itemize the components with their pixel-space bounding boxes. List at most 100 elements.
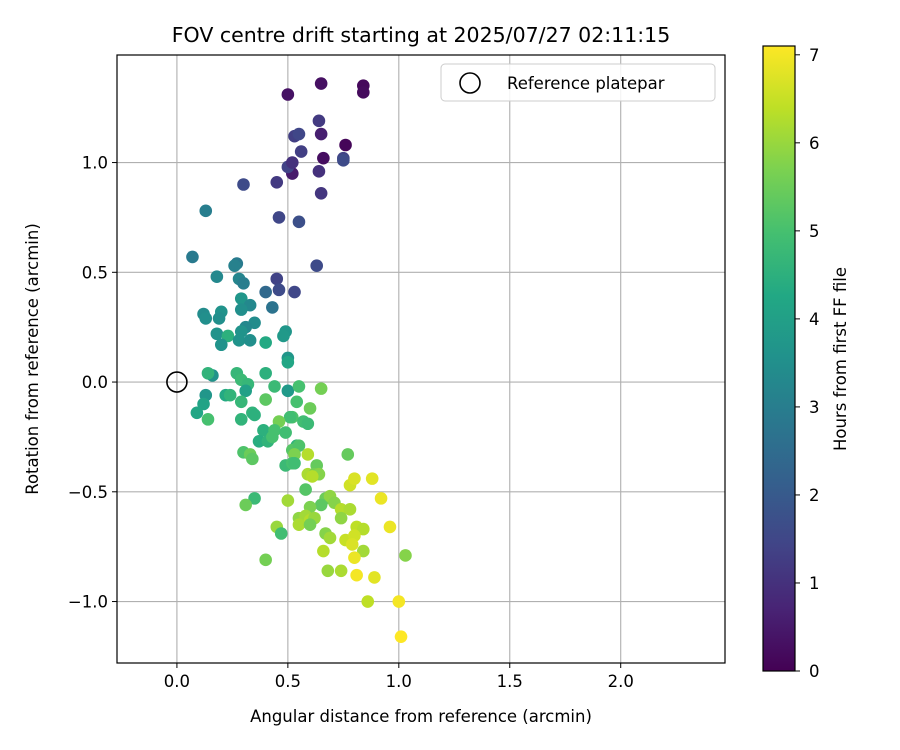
- data-point: [321, 564, 335, 578]
- colorbar-tick-label: 5: [809, 222, 820, 241]
- data-point: [334, 564, 348, 578]
- x-axis-label: Angular distance from reference (arcmin): [250, 707, 592, 726]
- data-points: [186, 77, 412, 643]
- data-point: [348, 472, 361, 485]
- data-point: [392, 595, 406, 608]
- data-point: [299, 483, 312, 496]
- data-point: [334, 511, 348, 525]
- data-point: [228, 259, 241, 273]
- y-tick-label: −1.0: [68, 593, 108, 612]
- data-point: [259, 553, 272, 567]
- data-point: [259, 336, 272, 349]
- data-point: [281, 355, 295, 369]
- data-point: [281, 88, 295, 101]
- data-point: [234, 413, 248, 426]
- data-point: [243, 334, 257, 347]
- data-point: [317, 151, 330, 165]
- data-point: [274, 527, 288, 540]
- data-point: [268, 380, 281, 393]
- data-point: [234, 395, 248, 409]
- legend-reference-icon: [459, 72, 481, 94]
- legend-label: Reference platepar: [507, 74, 665, 93]
- colorbar-gradient: [762, 45, 796, 672]
- data-point: [237, 276, 250, 290]
- data-point: [259, 393, 272, 406]
- x-tick-label: 1.5: [497, 672, 523, 691]
- data-point: [374, 492, 388, 505]
- data-point: [210, 270, 224, 283]
- data-point: [283, 410, 297, 424]
- colorbar-tick-label: 7: [809, 46, 820, 65]
- data-point: [281, 494, 295, 507]
- data-point: [234, 303, 248, 316]
- data-point: [357, 86, 370, 99]
- data-point: [303, 402, 317, 415]
- data-point: [214, 338, 228, 352]
- data-point: [248, 492, 261, 505]
- data-point: [357, 544, 370, 558]
- colorbar-tick-label: 2: [809, 486, 820, 505]
- x-tick-label: 2.0: [608, 672, 634, 691]
- data-point: [314, 186, 328, 200]
- data-point: [361, 595, 375, 608]
- colorbar-tick-label: 4: [809, 310, 820, 329]
- data-point: [259, 285, 272, 299]
- y-tick-label: 0.0: [82, 373, 108, 392]
- data-point: [294, 145, 308, 158]
- data-point: [288, 285, 301, 299]
- data-point: [341, 448, 355, 461]
- data-point: [292, 127, 306, 141]
- data-point: [394, 630, 408, 643]
- data-point: [337, 154, 350, 167]
- data-point: [223, 388, 237, 402]
- data-point: [357, 522, 370, 536]
- data-point: [270, 272, 284, 286]
- data-point: [339, 138, 352, 152]
- colorbar-tick-label: 1: [809, 574, 820, 593]
- y-axis-label: Rotation from reference (arcmin): [23, 223, 42, 495]
- y-axis-ticks: −1.0 −0.5 0.0 0.5 1.0: [68, 154, 117, 612]
- data-point: [190, 406, 204, 420]
- legend: Reference platepar: [440, 63, 716, 102]
- y-tick-label: 1.0: [82, 154, 108, 173]
- data-point: [312, 165, 326, 178]
- data-point: [314, 498, 328, 512]
- data-point: [186, 250, 199, 264]
- data-point: [310, 259, 324, 273]
- data-point: [348, 551, 361, 564]
- legend-box: [440, 63, 716, 102]
- data-point: [312, 114, 326, 128]
- data-point: [368, 571, 381, 584]
- data-point: [292, 380, 306, 393]
- data-point: [383, 520, 397, 534]
- data-point: [266, 301, 279, 314]
- data-point: [257, 424, 270, 437]
- data-point: [237, 178, 250, 191]
- data-point: [201, 366, 215, 380]
- data-point: [270, 176, 284, 189]
- data-point: [301, 448, 315, 461]
- data-point: [201, 413, 215, 426]
- colorbar-tick-label: 0: [809, 662, 820, 681]
- data-point: [365, 472, 379, 485]
- data-point: [199, 204, 213, 218]
- data-point: [290, 395, 304, 409]
- data-point: [277, 329, 290, 343]
- data-point: [239, 384, 253, 398]
- colorbar: 0 1 2 3 4 5 6 7 Hours from first FF file: [762, 45, 850, 681]
- data-point: [212, 312, 226, 325]
- data-point: [323, 531, 337, 545]
- data-point: [345, 538, 359, 551]
- data-point: [210, 327, 224, 341]
- data-point: [350, 568, 363, 582]
- colorbar-label: Hours from first FF file: [831, 267, 850, 451]
- y-tick-label: 0.5: [82, 263, 108, 282]
- plot-frame: [116, 54, 726, 664]
- chart-title: FOV centre drift starting at 2025/07/27 …: [172, 23, 671, 47]
- reference-platepar-marker: [166, 371, 188, 393]
- data-point: [343, 503, 357, 516]
- data-point: [199, 312, 213, 325]
- colorbar-tick-label: 6: [809, 134, 820, 153]
- data-point: [246, 452, 259, 466]
